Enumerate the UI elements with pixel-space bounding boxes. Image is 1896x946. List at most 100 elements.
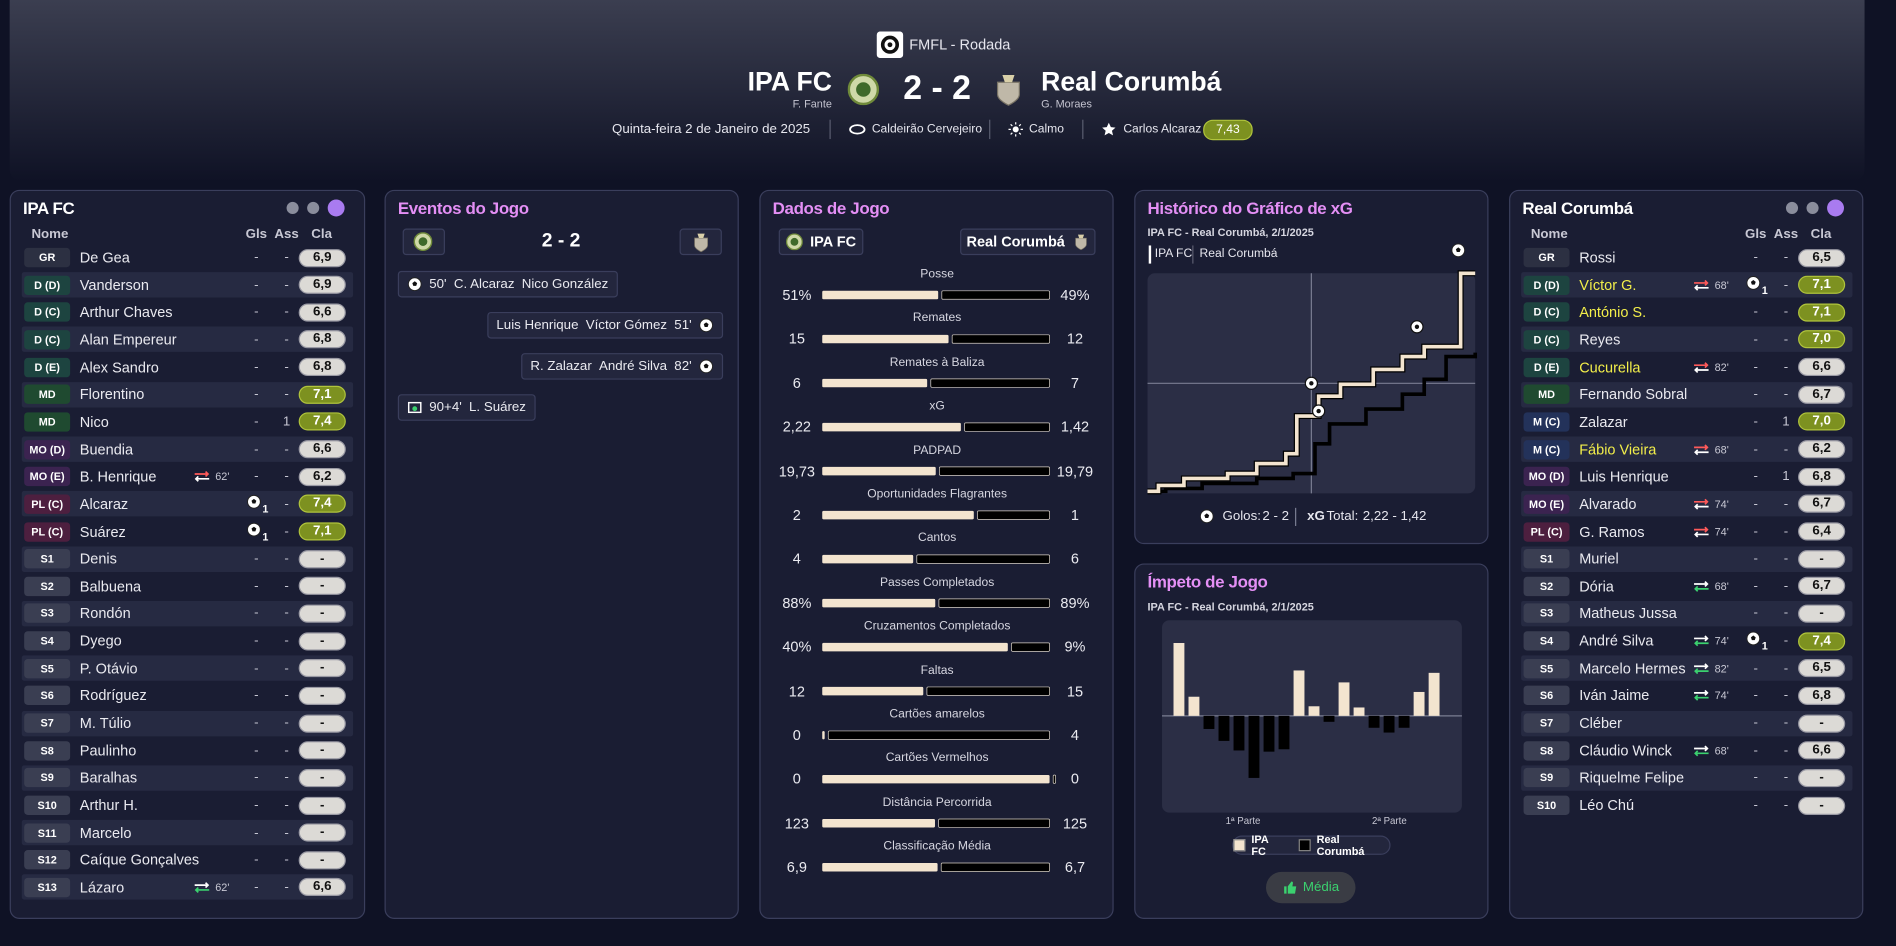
assists: - <box>1783 633 1789 649</box>
column-header: Ass <box>1773 227 1799 242</box>
score: 2 - 2 <box>903 68 971 107</box>
assists: - <box>284 469 289 484</box>
away-manager: G. Moraes <box>1041 97 1092 111</box>
view-toggle[interactable] <box>286 201 299 215</box>
row-background <box>21 381 354 408</box>
stat-value: 2 <box>792 506 801 524</box>
rating-pill: - <box>298 796 346 815</box>
position-badge: S3 <box>1523 603 1570 624</box>
player-name: P. Otávio <box>79 659 138 677</box>
assists: - <box>284 880 289 895</box>
view-toggle[interactable] <box>327 199 345 217</box>
player-name: Balbuena <box>79 577 142 595</box>
assists: - <box>284 305 289 320</box>
view-toggle[interactable] <box>1827 199 1844 217</box>
away-crest <box>993 73 1024 107</box>
half-label: 1ª Parte <box>1225 815 1261 827</box>
event-scorer: L. Suárez <box>469 400 526 415</box>
assists: - <box>284 277 289 293</box>
goals: - <box>254 798 259 813</box>
goals: 1 <box>262 530 269 543</box>
event-minute: 50' <box>429 276 447 292</box>
position-badge: S4 <box>24 631 71 651</box>
position-badge: S6 <box>24 686 71 706</box>
average-button[interactable]: Média <box>1266 871 1356 904</box>
position-badge: S7 <box>24 713 71 733</box>
player-name: Buendia <box>79 440 134 458</box>
assists: 1 <box>1782 414 1790 430</box>
legend-label: Real Corumbá <box>1316 833 1365 858</box>
event-minute: 51' <box>674 318 692 333</box>
player-of-match: Carlos Alcaraz <box>1123 122 1202 137</box>
rating-pill: - <box>298 686 346 705</box>
column-header: Ass <box>274 227 299 242</box>
player-name: Cláudio Winck <box>1579 742 1672 759</box>
home-crest-small <box>413 232 433 252</box>
stat-value: 125 <box>1062 814 1088 832</box>
rating-pill: 7,0 <box>1798 330 1846 349</box>
footer-separator <box>1295 507 1297 526</box>
player-name: Arthur Chaves <box>79 303 173 321</box>
footer-value: 2 - 2 <box>1262 509 1290 524</box>
rating-pill: 7,1 <box>298 522 346 541</box>
goals: - <box>1753 442 1758 457</box>
events-score: 2 - 2 <box>541 230 581 252</box>
rating-pill: - <box>298 577 346 596</box>
legend-label: IPA FC <box>1154 247 1193 261</box>
position-badge: MO (D) <box>1523 466 1570 487</box>
stat-value: 6 <box>1070 550 1080 568</box>
legend-swatch <box>1233 839 1246 852</box>
assists: - <box>1783 359 1789 375</box>
sub-minute: 68' <box>1714 744 1729 757</box>
column-header: Nome <box>1530 227 1568 242</box>
icon <box>699 318 714 333</box>
rating-pill: 7,4 <box>298 412 346 431</box>
sub-icon <box>1693 580 1710 592</box>
sub-minute: 74' <box>1714 497 1729 511</box>
row-background <box>21 600 354 627</box>
stat-value: 51% <box>782 286 812 304</box>
legend-line <box>1148 245 1152 264</box>
separator <box>829 119 831 140</box>
stat-label: Cartões amarelos <box>889 707 985 722</box>
assists: - <box>1783 798 1789 813</box>
sub-minute: 62' <box>215 470 230 483</box>
goals: - <box>254 305 259 320</box>
stat-value: 4 <box>1070 726 1080 744</box>
position-badge: S7 <box>1523 713 1570 733</box>
player-name: Denis <box>79 550 117 568</box>
team-name: Real Corumbá <box>966 233 1065 251</box>
column-header: Gls <box>245 227 268 242</box>
rating-pill: 6,9 <box>298 275 346 295</box>
rating-pill: - <box>298 768 346 787</box>
stat-value: 1 <box>1070 506 1080 524</box>
view-toggle[interactable] <box>307 201 320 215</box>
assists: - <box>1783 496 1789 512</box>
player-name: Alvarado <box>1579 495 1637 513</box>
player-name: Arthur H. <box>79 796 138 814</box>
stat-label: Remates à Baliza <box>889 355 985 370</box>
player-name: Muriel <box>1579 550 1619 568</box>
separator <box>1082 119 1084 140</box>
goals: - <box>254 880 259 895</box>
view-toggle[interactable] <box>1806 201 1819 215</box>
row-background <box>1521 436 1853 462</box>
view-toggle[interactable] <box>1785 201 1799 215</box>
sub-minute: 82' <box>1714 361 1729 374</box>
assists: - <box>284 578 289 594</box>
goals: - <box>1753 551 1758 567</box>
rating-pill: 6,6 <box>298 303 346 322</box>
rating-pill: 6,8 <box>298 358 346 377</box>
away-crest-small <box>692 232 711 253</box>
goal-icon <box>1746 631 1761 646</box>
goal-icon <box>247 522 262 537</box>
footer-value: 2,22 - 1,42 <box>1362 509 1427 524</box>
goals: - <box>1753 332 1758 347</box>
position-badge: S5 <box>1523 658 1570 679</box>
goals: - <box>1753 578 1758 594</box>
goals: - <box>1753 661 1758 676</box>
rating-pill: 6,7 <box>1798 494 1846 514</box>
assists: - <box>1783 524 1789 539</box>
event-scorer: André Silva <box>599 359 668 374</box>
assists: - <box>284 332 289 347</box>
